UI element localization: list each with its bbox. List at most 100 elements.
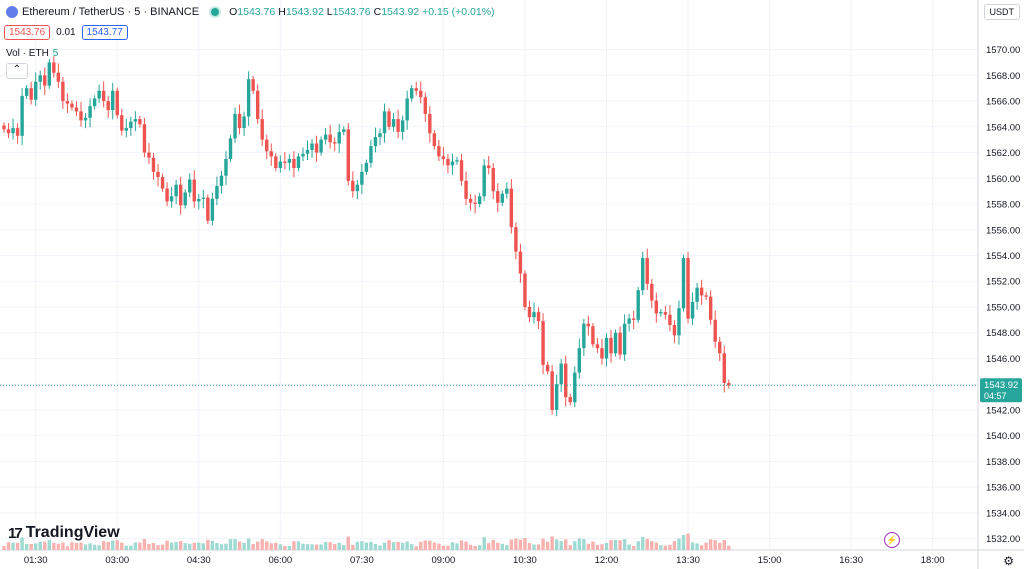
volume-bar: [301, 544, 304, 550]
candle-body: [446, 159, 449, 165]
volume-bar: [374, 544, 377, 550]
symbol-header: Ethereum / TetherUS · 5 · BINANCE O1543.…: [6, 4, 498, 20]
candle-body: [627, 319, 630, 324]
candle-body: [514, 227, 517, 251]
candle-body: [310, 144, 313, 150]
candle-body: [405, 98, 408, 120]
candle-body: [351, 181, 354, 191]
candle-body: [75, 107, 78, 111]
settings-gear-icon[interactable]: ⚙: [1003, 554, 1014, 568]
quote-row: 1543.76 0.01 1543.77: [4, 25, 128, 40]
candle-body: [646, 258, 649, 284]
volume-bar: [686, 534, 689, 550]
price-tick-label: 1554.00: [986, 251, 1020, 262]
volume-bar: [156, 545, 159, 550]
volume-bar: [623, 539, 626, 550]
plot-area: [0, 0, 978, 550]
price-tick-label: 1560.00: [986, 174, 1020, 185]
price-axis[interactable]: 1532.00 1534.00 1536.00 1538.00 1540.00 1542.…: [986, 45, 1020, 545]
volume-bar: [274, 543, 277, 550]
candle-body: [274, 156, 277, 168]
volume-bar: [451, 542, 454, 550]
volume-bar: [152, 543, 155, 550]
volume-bar: [138, 543, 141, 550]
candle-body: [632, 319, 635, 320]
volume-bar: [469, 545, 472, 550]
tradingview-logo[interactable]: 17 TradingView: [8, 524, 120, 542]
volume-bar: [600, 544, 603, 550]
candle-body: [11, 128, 14, 133]
candle-body: [333, 142, 336, 143]
volume-bar: [442, 546, 445, 550]
tradingview-mark-icon: 17: [8, 525, 21, 542]
high-value: 1543.92: [286, 6, 324, 18]
volume-bar: [405, 541, 408, 550]
candle-body: [193, 180, 196, 202]
candle-body: [609, 338, 612, 353]
lightning-icon[interactable]: ⚡: [884, 532, 900, 548]
candle-body: [25, 88, 28, 96]
currency-selector[interactable]: USDT: [984, 4, 1021, 20]
candle-body: [111, 91, 114, 110]
volume-bar: [564, 539, 567, 550]
price-chart[interactable]: 1532.001534.001536.001538.001540.001542.…: [0, 0, 1024, 569]
candle-body: [143, 124, 146, 152]
candle-body: [174, 185, 177, 197]
candle-body: [20, 96, 23, 136]
candle-body: [129, 122, 132, 128]
volume-bar: [61, 543, 64, 550]
volume-bar: [338, 543, 341, 550]
candle-body: [487, 165, 490, 168]
candle-body: [97, 91, 100, 99]
sell-price-button[interactable]: 1543.76: [4, 25, 50, 40]
volume-legend[interactable]: Vol · ETH 5: [6, 48, 58, 59]
symbol-title[interactable]: Ethereum / TetherUS · 5 · BINANCE: [22, 6, 199, 18]
candle-body: [501, 194, 504, 203]
buy-price-button[interactable]: 1543.77: [82, 25, 128, 40]
candle-body: [238, 114, 241, 128]
volume-bar: [324, 542, 327, 550]
price-tick-label: 1556.00: [986, 225, 1020, 236]
volume-bar: [7, 542, 10, 550]
volume-bar: [460, 540, 463, 550]
candle-body: [496, 191, 499, 203]
candle-body: [510, 189, 513, 228]
collapse-legend-button[interactable]: ⌃: [6, 63, 28, 79]
volume-bar: [641, 537, 644, 550]
volume-bar: [233, 539, 236, 550]
candle-body: [197, 199, 200, 202]
price-tick-label: 1550.00: [986, 302, 1020, 313]
candle-body: [650, 284, 653, 301]
candle-body: [460, 160, 463, 181]
volume-bar: [682, 535, 685, 550]
candle-body: [188, 180, 191, 193]
volume-bar: [319, 544, 322, 550]
volume-bar: [247, 539, 250, 550]
candle-body: [288, 159, 291, 163]
candle-body: [251, 79, 254, 91]
candle-body: [505, 189, 508, 194]
volume-bar: [492, 540, 495, 550]
candle-body: [451, 162, 454, 166]
ethereum-logo-icon: [6, 6, 18, 18]
time-tick-label: 01:30: [24, 555, 48, 566]
time-tick-label: 03:00: [105, 555, 129, 566]
volume-bar: [537, 544, 540, 550]
volume-bar: [229, 539, 232, 550]
time-axis[interactable]: 01:30 03:00 04:30 06:00 07:30 09:00 10:30 12:00…: [24, 555, 945, 566]
volume-bar: [424, 540, 427, 550]
volume-bar: [501, 544, 504, 550]
countdown-label: 04:57: [984, 391, 1007, 401]
candle-body: [714, 320, 717, 342]
candle-body: [57, 73, 60, 82]
volume-bar: [220, 544, 223, 550]
volume-bar: [170, 543, 173, 550]
grid-lines: [0, 0, 1024, 569]
candle-body: [152, 158, 155, 172]
candle-body: [686, 258, 689, 318]
candle-body: [428, 114, 431, 133]
volume-bar: [691, 542, 694, 550]
price-tick-label: 1552.00: [986, 277, 1020, 288]
volume-bar: [292, 541, 295, 550]
candle-body: [478, 196, 481, 204]
